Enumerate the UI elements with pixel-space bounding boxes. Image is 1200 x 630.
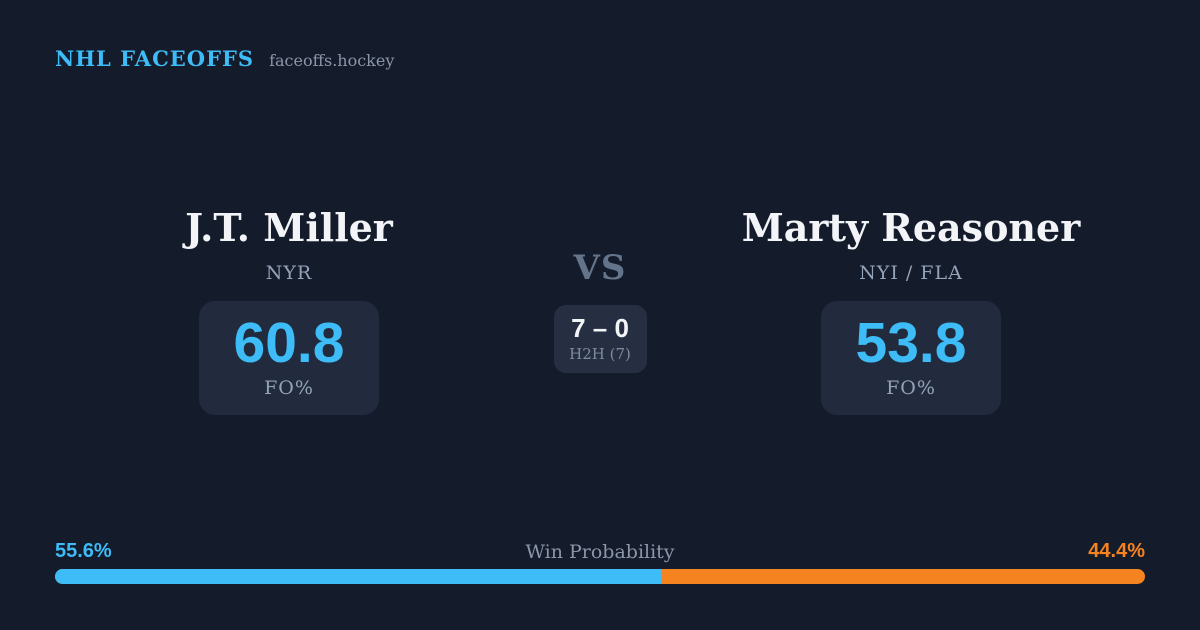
win-probability-left-pct: 55.6% — [55, 540, 112, 562]
vs-label: VS — [573, 248, 627, 288]
player-team-right: NYI / FLA — [859, 261, 963, 284]
player-name-right: Marty Reasoner — [741, 205, 1081, 250]
player-name-left: J.T. Miller — [185, 205, 393, 250]
h2h-box: 7 – 0 H2H (7) — [553, 305, 647, 374]
win-probability-labels: 55.6% Win Probability 44.4% — [55, 540, 1145, 566]
player-column-right: Marty Reasoner NYI / FLA 53.8 FO% — [741, 205, 1081, 415]
stat-value-left: 60.8 — [233, 310, 345, 375]
h2h-label: H2H (7) — [569, 344, 631, 363]
stat-label-right: FO% — [886, 377, 936, 400]
stat-label-left: FO% — [264, 377, 314, 400]
win-probability-right-pct: 44.4% — [1088, 540, 1145, 562]
brand-logo: NHL FACEOFFS — [55, 46, 255, 71]
stat-card-right: 53.8 FO% — [821, 300, 1001, 415]
win-probability-bar — [55, 569, 1145, 584]
player-team-left: NYR — [265, 261, 313, 284]
win-probability-title: Win Probability — [525, 541, 675, 563]
versus-column: VS 7 – 0 H2H (7) — [500, 248, 700, 374]
player-column-left: J.T. Miller NYR 60.8 FO% — [119, 205, 459, 415]
site-url: faceoffs.hockey — [269, 51, 395, 70]
stat-value-right: 53.8 — [855, 310, 967, 375]
win-probability-bar-left-fill — [55, 569, 662, 584]
stat-card-left: 60.8 FO% — [199, 300, 379, 415]
h2h-score: 7 – 0 — [571, 313, 629, 344]
header: NHL FACEOFFS faceoffs.hockey — [55, 46, 394, 71]
